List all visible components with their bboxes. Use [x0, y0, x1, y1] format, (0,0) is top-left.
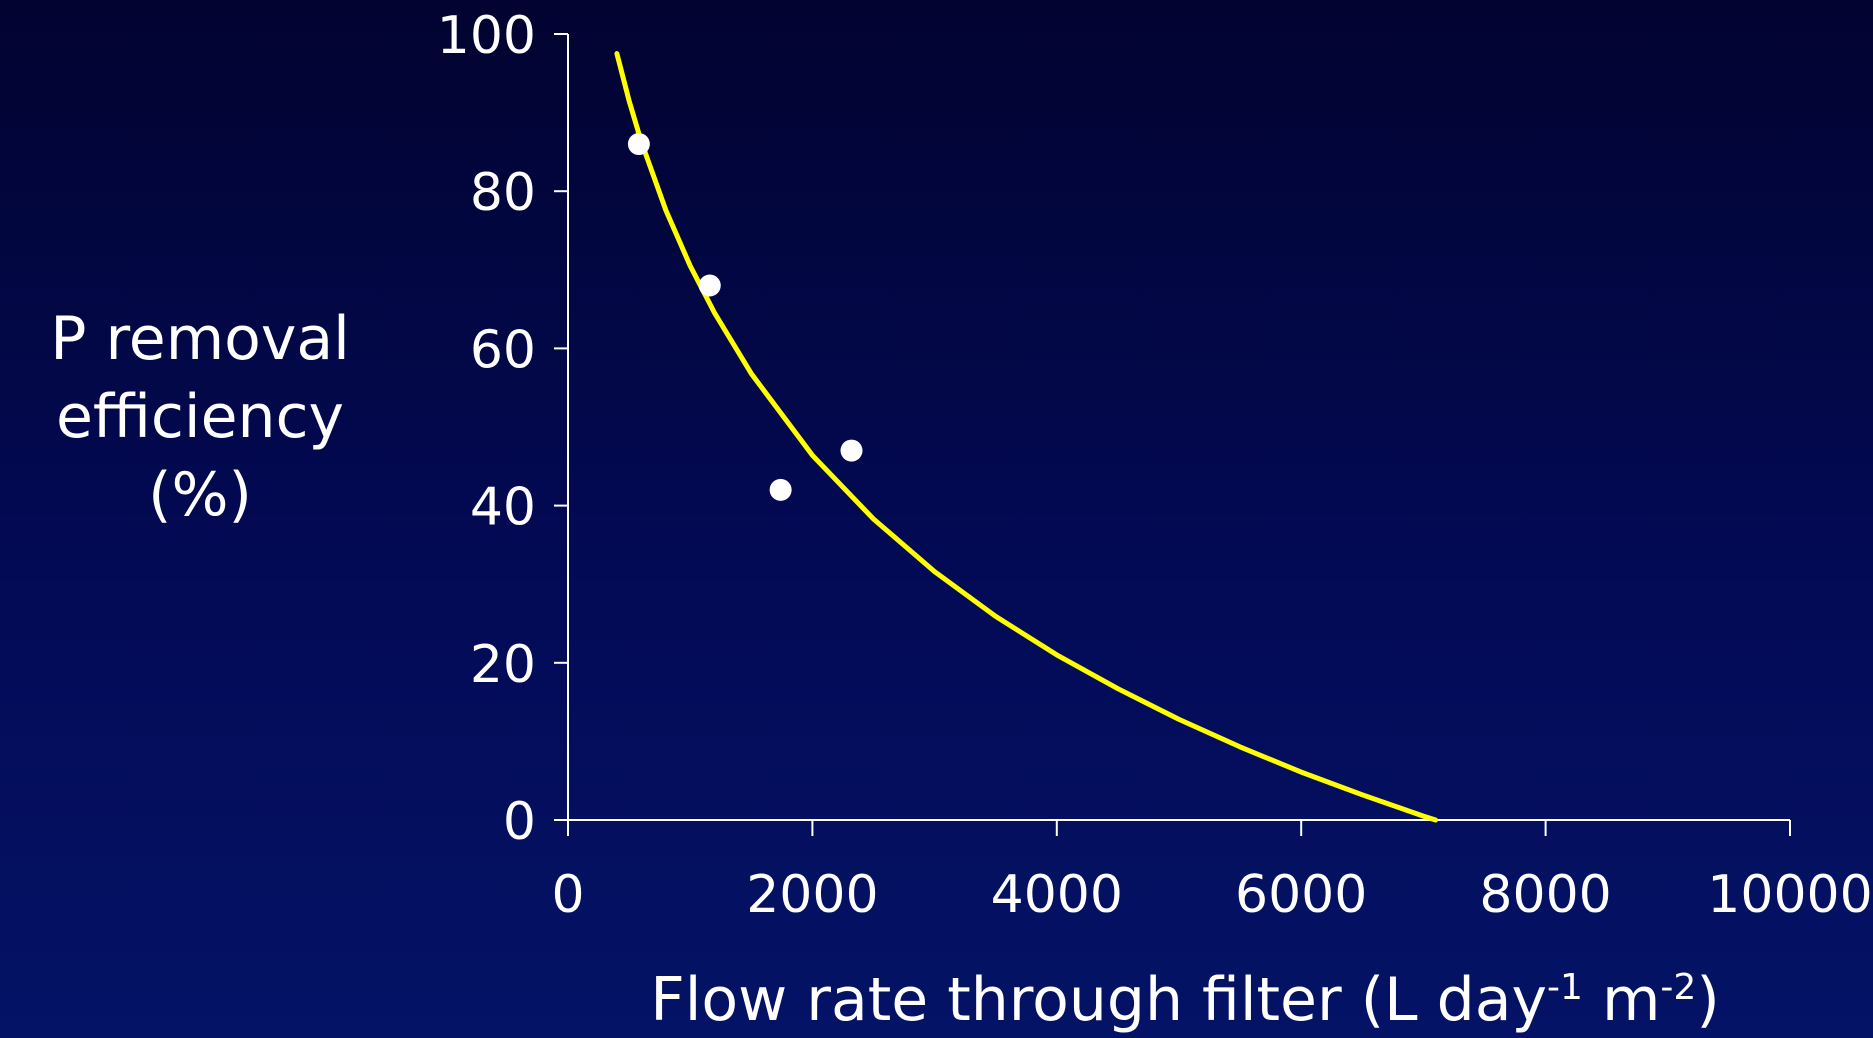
- x-tick-label: 6000: [1235, 865, 1367, 925]
- x-axis-label: Flow rate through filter (L day-1 m-2): [560, 965, 1810, 1035]
- x-tick-label: 2000: [746, 865, 878, 925]
- x-tick-label: 4000: [991, 865, 1123, 925]
- y-tick-label: 60: [470, 320, 536, 380]
- y-tick-label: 0: [503, 792, 536, 852]
- x-axis-label-main: Flow rate through filter (L day: [650, 965, 1547, 1035]
- y-axis-label-line-1: P removal: [50, 304, 350, 374]
- y-tick-label: 40: [470, 478, 536, 538]
- x-tick-label: 0: [551, 865, 584, 925]
- y-axis-label: P removal efficiency (%): [0, 300, 400, 534]
- x-tick-label: 8000: [1479, 865, 1611, 925]
- chart-axes: [567, 34, 1790, 821]
- chart-ticks: 0 20 40 60 80 100 0 2000 4000 6000 8000 10000: [437, 6, 1873, 925]
- x-axis-label-sup-2: -2: [1660, 967, 1697, 1008]
- x-axis-label-end: ): [1696, 965, 1720, 1035]
- data-point: [627, 133, 650, 156]
- y-tick-label: 100: [437, 6, 536, 66]
- data-point: [769, 478, 792, 501]
- x-axis-label-mid: m: [1582, 965, 1661, 1035]
- y-tick-label: 80: [470, 163, 536, 223]
- x-tick-label: 10000: [1707, 865, 1872, 925]
- y-axis-label-line-2: efficiency (%): [55, 382, 345, 530]
- y-tick-label: 20: [470, 635, 536, 695]
- fitted-curve-line: [614, 51, 1439, 823]
- data-point: [698, 274, 721, 297]
- data-points-group: [627, 133, 863, 501]
- data-point: [840, 439, 863, 462]
- x-axis-label-sup-1: -1: [1546, 967, 1583, 1008]
- fitted-curve-group: [614, 51, 1439, 823]
